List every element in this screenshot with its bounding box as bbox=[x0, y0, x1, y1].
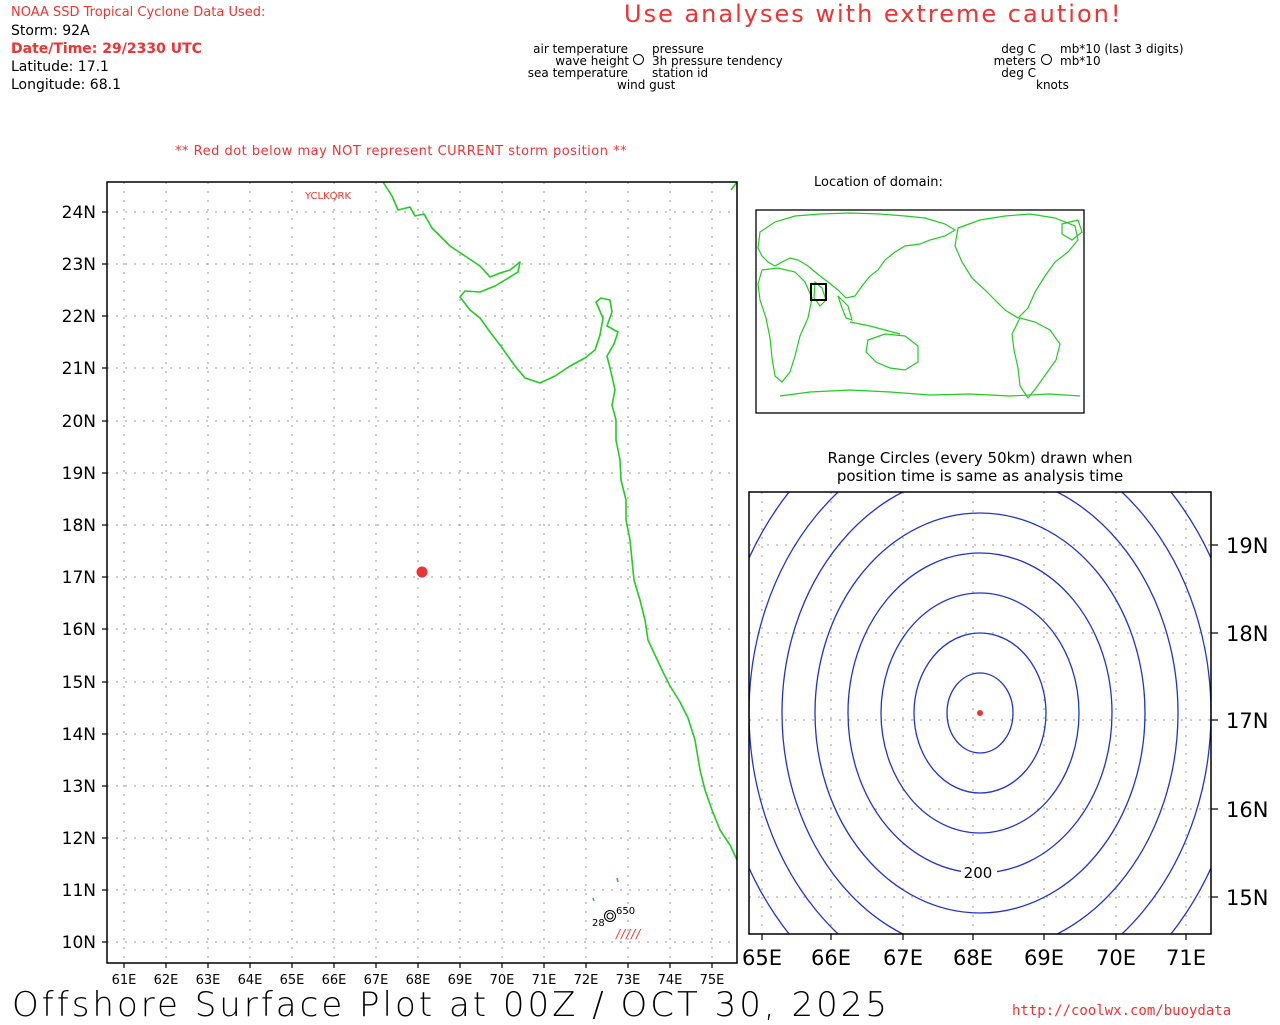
storm-datetime: Date/Time: 29/2330 UTC bbox=[11, 41, 202, 57]
plot-title: Offshore Surface Plot at 00Z / OCT 30, 2… bbox=[12, 985, 891, 1025]
domain-box bbox=[810, 283, 827, 301]
lat-label: 18N bbox=[62, 516, 96, 536]
range-lon-label: 69E bbox=[1024, 946, 1064, 970]
lon-label: 71E bbox=[532, 973, 557, 988]
source-label: NOAA SSD Tropical Cyclone Data Used: bbox=[11, 5, 266, 20]
range-lat-label: 19N bbox=[1226, 534, 1268, 558]
inset-title: Location of domain: bbox=[814, 175, 943, 190]
lon-label: 66E bbox=[322, 973, 347, 988]
lon-label: 63E bbox=[196, 973, 221, 988]
legend-air-temperature: air temperature bbox=[533, 42, 628, 56]
units-knots: knots bbox=[1036, 78, 1069, 92]
storm-id: Storm: 92A bbox=[11, 23, 90, 39]
lon-label: 65E bbox=[280, 973, 305, 988]
lat-label: 23N bbox=[62, 255, 96, 275]
units-mb-last3: mb*10 (last 3 digits) bbox=[1060, 42, 1184, 56]
buoy-pressure: 650 bbox=[616, 906, 635, 917]
lon-label: 68E bbox=[406, 973, 431, 988]
main-map-grid bbox=[107, 182, 737, 963]
units-deg-c-bottom: deg C bbox=[1001, 66, 1036, 80]
legend-wave-height: wave height bbox=[555, 54, 629, 68]
range-storm-dot[interactable] bbox=[977, 710, 983, 716]
lon-label: 72E bbox=[574, 973, 599, 988]
coastline bbox=[382, 181, 738, 902]
lon-label: 62E bbox=[154, 973, 179, 988]
range-circles bbox=[749, 492, 1211, 934]
range-lat-label: 16N bbox=[1226, 798, 1268, 822]
range-title-line2: position time is same as analysis time bbox=[837, 467, 1123, 485]
lat-label: 20N bbox=[62, 412, 96, 432]
station-circle-icon bbox=[633, 54, 644, 65]
range-title-line1: Range Circles (every 50km) drawn when bbox=[828, 449, 1133, 467]
range-lon-label: 68E bbox=[953, 946, 993, 970]
red-dot-note: ** Red dot below may NOT represent CURRE… bbox=[175, 144, 628, 159]
lon-label: 73E bbox=[616, 973, 641, 988]
legend-sea-temperature: sea temperature bbox=[527, 66, 628, 80]
range-lon-label: 71E bbox=[1166, 946, 1206, 970]
range-lat-label: 17N bbox=[1226, 709, 1268, 733]
legend-pressure: pressure bbox=[652, 42, 704, 56]
range-map-frame bbox=[748, 491, 1212, 935]
lon-label: 70E bbox=[490, 973, 515, 988]
legend-station-id: station id bbox=[652, 66, 709, 80]
lat-label: 15N bbox=[62, 673, 96, 693]
station-id-label: YCLKQRK bbox=[304, 191, 351, 202]
buoy-temperature: 28 bbox=[592, 918, 605, 929]
ring-label-bg bbox=[961, 864, 997, 880]
range-lon-label: 70E bbox=[1096, 946, 1136, 970]
lon-label: 64E bbox=[238, 973, 263, 988]
lat-label: 16N bbox=[62, 620, 96, 640]
lat-label: 22N bbox=[62, 307, 96, 327]
lon-label: 75E bbox=[700, 973, 725, 988]
storm-latitude: Latitude: 17.1 bbox=[11, 59, 109, 75]
units-mb10: mb*10 bbox=[1060, 54, 1101, 68]
lon-label: 61E bbox=[112, 973, 137, 988]
ring-label-200: 200 bbox=[964, 864, 993, 882]
lat-label: 17N bbox=[62, 568, 96, 588]
range-map-grid bbox=[749, 492, 1211, 934]
lat-label: 14N bbox=[62, 725, 96, 745]
inset-world-map bbox=[757, 212, 1083, 400]
lat-label: 11N bbox=[62, 881, 96, 901]
lat-label: 10N bbox=[62, 933, 96, 953]
lat-label: 24N bbox=[62, 203, 96, 223]
lon-label: 67E bbox=[364, 973, 389, 988]
range-lat-label: 18N bbox=[1226, 622, 1268, 646]
caution-banner: Use analyses with extreme caution! bbox=[624, 0, 1123, 28]
units-circle-icon bbox=[1041, 54, 1052, 65]
buoy-station-model[interactable]: 28 650 ///// bbox=[592, 906, 642, 941]
main-map-frame bbox=[106, 181, 738, 964]
units-meters: meters bbox=[993, 54, 1036, 68]
range-lon-label: 65E bbox=[742, 946, 782, 970]
units-deg-c-top: deg C bbox=[1001, 42, 1036, 56]
lon-label: 74E bbox=[658, 973, 683, 988]
wind-barb: ///// bbox=[615, 927, 642, 941]
inset-frame bbox=[755, 209, 1085, 414]
storm-longitude: Longitude: 68.1 bbox=[11, 77, 121, 93]
storm-position-dot[interactable] bbox=[416, 566, 428, 578]
lon-label: 69E bbox=[448, 973, 473, 988]
legend-wind-gust: wind gust bbox=[617, 78, 676, 92]
lat-label: 12N bbox=[62, 829, 96, 849]
legend-pressure-tendency: 3h pressure tendency bbox=[652, 54, 783, 68]
source-url-link[interactable]: http://coolwx.com/buoydata bbox=[1012, 1003, 1232, 1019]
range-lon-label: 66E bbox=[811, 946, 851, 970]
lat-label: 19N bbox=[62, 464, 96, 484]
range-lon-label: 67E bbox=[883, 946, 923, 970]
range-lat-label: 15N bbox=[1226, 886, 1268, 910]
lat-label: 13N bbox=[62, 777, 96, 797]
lat-label: 21N bbox=[62, 359, 96, 379]
